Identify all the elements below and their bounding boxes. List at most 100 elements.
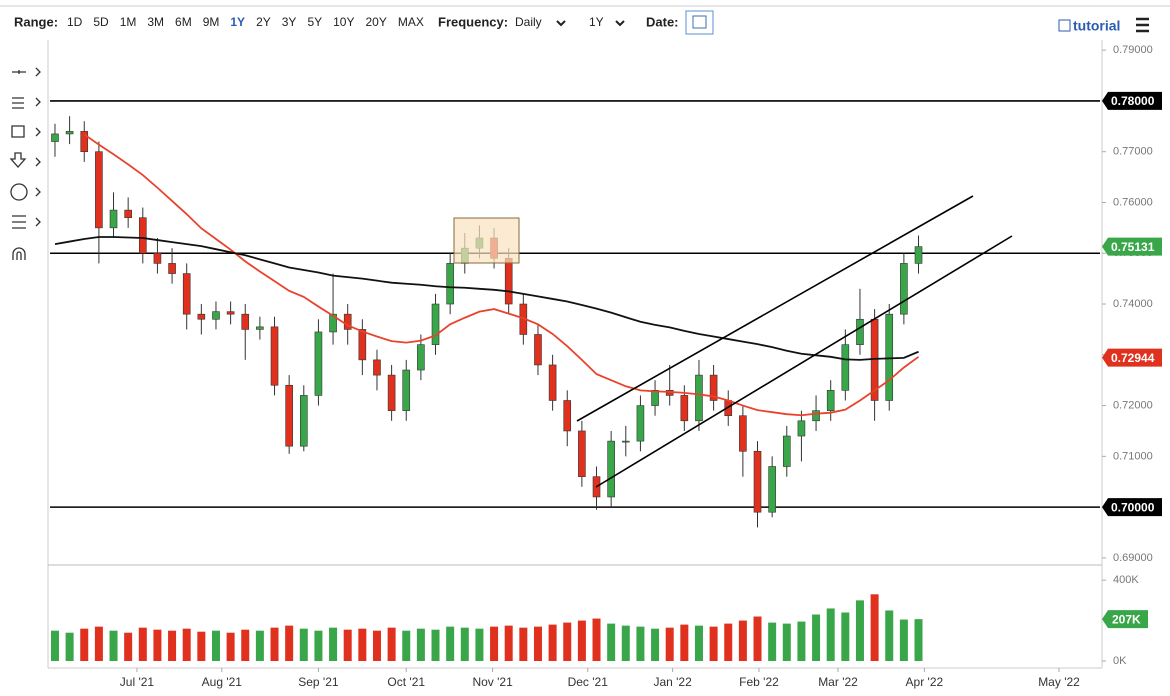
candle-body (578, 430, 586, 477)
volume-bar (592, 618, 601, 661)
volume-bar (124, 632, 133, 661)
candle-body (256, 326, 264, 330)
volume-bar (387, 627, 396, 661)
frequency-select[interactable]: Daily (515, 15, 542, 29)
volume-bar (636, 626, 645, 661)
volume-bar (431, 629, 440, 661)
candle-body (124, 209, 132, 219)
candle-body (285, 384, 293, 447)
volume-bar (168, 630, 177, 661)
candle-body (900, 263, 908, 315)
range-button[interactable]: 5Y (307, 15, 322, 29)
candle-body (826, 390, 835, 411)
candle-body (358, 329, 367, 361)
candle-body (797, 420, 806, 437)
candle-body (182, 273, 191, 315)
tool-magnet[interactable] (12, 247, 26, 260)
x-tick-label: Jul '21 (120, 675, 155, 689)
candle-body (709, 374, 718, 401)
range-button[interactable]: 3Y (282, 15, 297, 29)
volume-bar (914, 619, 923, 661)
volume-bar (182, 628, 191, 661)
range-button[interactable]: 3M (147, 15, 164, 29)
x-tick-label: May '22 (1038, 675, 1080, 689)
channel-lower (595, 235, 1013, 488)
volume-bar (797, 621, 806, 661)
candle-body (270, 326, 279, 386)
candle-body (621, 440, 630, 443)
range-button[interactable]: 1D (67, 15, 83, 29)
candle-body (680, 395, 689, 422)
date-picker[interactable] (685, 10, 714, 35)
volume-bar (416, 628, 425, 661)
candle-body (651, 390, 659, 406)
candle-body (226, 311, 235, 315)
candle-body (343, 313, 352, 330)
tutorial-link[interactable]: tutorial (1073, 18, 1120, 34)
range-button[interactable]: 1Y (230, 15, 245, 29)
x-tick-label: Feb '22 (739, 675, 779, 689)
volume-bar (855, 600, 864, 661)
candle-body (768, 466, 776, 513)
candle-body (695, 374, 703, 422)
volume-bar (885, 610, 894, 661)
volume-bar (738, 620, 747, 661)
volume-bar (768, 622, 777, 661)
drawing-tools (9, 67, 41, 260)
range-button[interactable]: 2Y (256, 15, 271, 29)
range-button[interactable]: 9M (203, 15, 220, 29)
range-button[interactable]: 5D (93, 15, 109, 29)
candle-body (197, 313, 206, 320)
candle-body (782, 435, 791, 467)
plot: Jul '21 Aug '21 Sep '21 Oct '21 Nov '21 Dec '… (50, 44, 1162, 689)
range-button[interactable]: 10Y (333, 15, 354, 29)
x-tick-label: Sep '21 (298, 675, 339, 689)
volume-bar (812, 614, 821, 661)
volume-bar (899, 619, 908, 661)
y-tick-label: 0.69000 (1113, 552, 1153, 564)
range-button[interactable]: 6M (175, 15, 192, 29)
volume-bar (782, 623, 791, 661)
y-tick-label: 0.77000 (1113, 146, 1153, 158)
candle-body (914, 246, 923, 264)
tool-rect[interactable] (11, 125, 41, 138)
candle-body (109, 209, 118, 229)
x-tick-label: Jan '22 (653, 675, 692, 689)
menu-icon[interactable] (1136, 17, 1149, 33)
volume-bar (241, 629, 250, 661)
candle-body (841, 344, 850, 391)
candle-body (607, 440, 615, 498)
tool-misc[interactable] (12, 187, 41, 229)
volume-bar (504, 625, 513, 661)
range-button[interactable]: 1M (120, 15, 137, 29)
volume-bar (211, 630, 220, 661)
range-button[interactable]: 20Y (365, 15, 386, 29)
volume-bar (358, 628, 367, 661)
volume-bar (607, 623, 616, 661)
tool-fib[interactable] (12, 97, 41, 109)
y-tick-label: 0.71000 (1113, 450, 1153, 462)
volume-bar (563, 622, 572, 661)
volume-bar (446, 626, 455, 661)
volume-bar (475, 628, 484, 661)
volume-bar (680, 624, 689, 661)
volume-bar (724, 623, 733, 661)
tool-arrow[interactable] (9, 152, 41, 168)
volume-bar (153, 629, 162, 661)
candle-body (138, 217, 147, 254)
y-tick-label: 0.74000 (1113, 298, 1153, 310)
volume-bar (621, 625, 630, 661)
candle-body (885, 313, 894, 401)
range-button[interactable]: MAX (398, 15, 424, 29)
volume-bar (109, 630, 118, 661)
volume-bar (372, 630, 381, 661)
volume-bar (314, 630, 323, 661)
tool-number[interactable] (10, 183, 28, 201)
candle-body (812, 410, 820, 422)
candle-body (65, 131, 74, 135)
y-tick-label: 0.72000 (1113, 399, 1153, 411)
candle-body (153, 252, 162, 264)
y-tick-label: 0.79000 (1113, 44, 1153, 56)
tool-line[interactable] (12, 67, 41, 77)
period-select[interactable]: 1Y (589, 15, 604, 29)
